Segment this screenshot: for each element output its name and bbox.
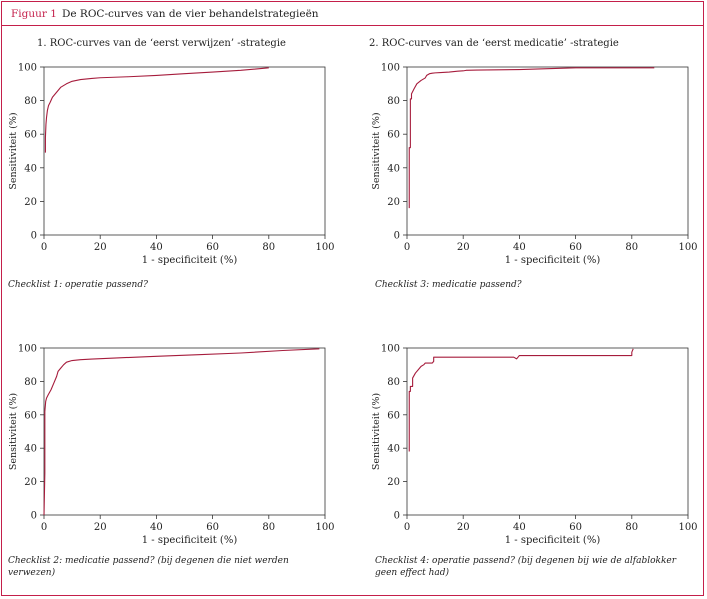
roc-panel-4: 0 20 40 60 80 100 0 20 40 60 80 100 1 - specificitei…: [369, 318, 707, 588]
x-tick-label: 100: [678, 242, 697, 253]
x-axis-label: 1 - specificiteit (%): [505, 535, 601, 546]
y-tick-label: 80: [387, 96, 400, 107]
x-tick-label: 80: [625, 242, 638, 253]
y-tick-label: 40: [24, 163, 37, 174]
x-tick-label: 80: [262, 242, 275, 253]
x-tick-label: 60: [569, 242, 582, 253]
y-tick-label: 20: [24, 477, 37, 488]
roc-chart-2: 0 20 40 60 80 100 0 20 40 60 80 100 1 - specificitei…: [371, 63, 698, 267]
y-tick-label: 60: [387, 410, 400, 421]
roc-curve: [408, 67, 655, 209]
roc-panel-1: 1. ROC-curves van de ‘eerst verwijzen’ -…: [6, 38, 346, 308]
x-tick-label: 20: [457, 522, 470, 533]
x-tick-label: 40: [513, 522, 526, 533]
y-tick-label: 60: [387, 130, 400, 141]
y-tick-label: 100: [381, 344, 400, 355]
y-tick-label: 40: [387, 444, 400, 455]
x-tick-label: 20: [94, 522, 107, 533]
x-tick-label: 60: [206, 522, 219, 533]
x-tick-label: 60: [206, 242, 219, 253]
x-tick-label: 0: [404, 522, 410, 533]
plot-area: [406, 347, 689, 516]
y-tick-label: 80: [24, 377, 37, 388]
y-tick-label: 20: [387, 477, 400, 488]
x-tick-label: 100: [315, 522, 334, 533]
x-tick-label: 40: [513, 242, 526, 253]
panel-caption: Checklist 4: operatie passend? (bij dege…: [375, 556, 677, 578]
x-tick-label: 20: [457, 242, 470, 253]
y-tick-label: 100: [18, 63, 37, 74]
figure-title: De ROC-curves van de vier behandelstrate…: [61, 8, 319, 20]
plot-area: [43, 347, 326, 516]
y-tick-label: 60: [24, 130, 37, 141]
roc-curve: [43, 348, 320, 516]
y-tick-label: 20: [24, 197, 37, 208]
x-tick-label: 0: [41, 242, 47, 253]
figure-header: Figuur 1 De ROC-curves van de vier behand…: [2, 2, 703, 26]
y-axis-label: Sensitiviteit (%): [8, 112, 19, 189]
roc-chart-1: 0 20 40 60 80 100 0 20 40 60 80 100 1 - specificitei…: [8, 63, 335, 267]
y-axis-label: Sensitiviteit (%): [371, 393, 382, 470]
y-tick-label: 40: [387, 163, 400, 174]
roc-curve: [408, 348, 634, 452]
x-tick-label: 0: [404, 242, 410, 253]
x-tick-label: 0: [41, 522, 47, 533]
panel-title: 2. ROC-curves van de ‘eerst medicatie’ -…: [369, 38, 619, 49]
y-tick-label: 0: [394, 511, 400, 522]
x-tick-label: 80: [625, 522, 638, 533]
roc-chart-3: 0 20 40 60 80 100 0 20 40 60 80 100 1 - specificitei…: [8, 344, 335, 547]
roc-chart-4: 0 20 40 60 80 100 0 20 40 60 80 100 1 - specificitei…: [371, 344, 698, 547]
y-tick-label: 80: [387, 377, 400, 388]
x-axis-label: 1 - specificiteit (%): [142, 255, 238, 266]
x-tick-label: 100: [315, 242, 334, 253]
x-tick-label: 40: [150, 522, 163, 533]
x-axis-label: 1 - specificiteit (%): [142, 535, 238, 546]
panel-caption: Checklist 1: operatie passend?: [8, 280, 148, 290]
y-tick-label: 0: [31, 231, 37, 242]
y-axis-label: Sensitiviteit (%): [371, 112, 382, 189]
y-tick-label: 60: [24, 410, 37, 421]
y-axis-label: Sensitiviteit (%): [8, 393, 19, 470]
y-tick-label: 100: [18, 344, 37, 355]
plot-area: [406, 66, 689, 236]
plot-area: [43, 66, 326, 236]
y-tick-label: 80: [24, 96, 37, 107]
x-tick-label: 80: [262, 522, 275, 533]
roc-panel-3: 0 20 40 60 80 100 0 20 40 60 80 100 1 - specificitei…: [6, 318, 346, 588]
y-tick-label: 20: [387, 197, 400, 208]
roc-panel-2: 2. ROC-curves van de ‘eerst medicatie’ -…: [369, 38, 707, 308]
x-tick-label: 60: [569, 522, 582, 533]
panel-caption: Checklist 3: medicatie passend?: [375, 280, 522, 290]
y-tick-label: 0: [394, 231, 400, 242]
panel-title: 1. ROC-curves van de ‘eerst verwijzen’ -…: [37, 38, 286, 49]
roc-curve: [44, 67, 269, 153]
figure-label: Figuur 1: [11, 8, 57, 20]
x-axis-label: 1 - specificiteit (%): [505, 255, 601, 266]
y-tick-label: 0: [31, 511, 37, 522]
x-tick-label: 100: [678, 522, 697, 533]
panel-caption: Checklist 2: medicatie passend? (bij deg…: [8, 556, 289, 578]
y-tick-label: 40: [24, 444, 37, 455]
y-tick-label: 100: [381, 63, 400, 74]
x-tick-label: 20: [94, 242, 107, 253]
x-tick-label: 40: [150, 242, 163, 253]
